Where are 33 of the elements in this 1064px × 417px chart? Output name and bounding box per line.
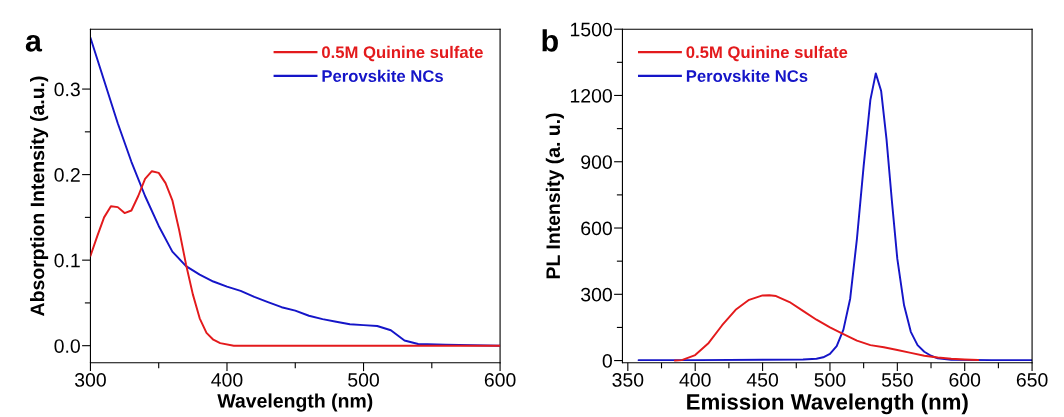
chart-title: b: [542, 29, 558, 52]
x-tick-label: 400: [679, 373, 711, 387]
x-axis-title: Emission Wavelength (nm): [687, 393, 968, 415]
x-tick-label: 550: [881, 373, 913, 387]
x-tick-label: 650: [1016, 373, 1048, 387]
y-tick-label: 1500: [570, 22, 612, 37]
y-tick-label: 600: [581, 221, 612, 236]
line-series: [90, 170, 501, 347]
y-tick-label: 300: [581, 287, 612, 302]
x-tick-label: 300: [74, 373, 106, 387]
y-tick-label: 0: [602, 354, 612, 368]
x-tick-label: 600: [949, 373, 981, 387]
x-tick-label: 500: [814, 373, 846, 387]
y-tick-label: 1200: [570, 88, 612, 103]
legend-label: Perovskite NCs: [686, 69, 808, 82]
x-axis-title: Wavelength (nm): [217, 393, 373, 412]
x-tick-label: 350: [612, 373, 644, 387]
x-tick-label: 400: [211, 373, 243, 387]
legend-label: 0.5M Quinine sulfate: [686, 45, 848, 62]
y-axis-title: Absorption Intensity (a.u.): [30, 76, 49, 316]
chart-title: a: [25, 34, 43, 52]
legend-label: Perovskite NCs: [322, 69, 443, 82]
y-tick-label: 900: [581, 155, 612, 169]
y-tick-label: 0.0: [54, 339, 80, 353]
line-series: [674, 294, 980, 362]
y-tick-label: 0.2: [54, 168, 80, 182]
x-tick-label: 450: [746, 373, 779, 387]
legend-label: 0.5M Quinine sulfate: [322, 45, 483, 62]
y-tick-label: 0.1: [54, 253, 80, 268]
x-tick-label: 500: [348, 373, 379, 387]
y-axis-title: PL Intensity (a. u.): [545, 113, 564, 279]
y-tick-label: 0.3: [54, 82, 80, 97]
x-tick-label: 600: [484, 373, 516, 387]
